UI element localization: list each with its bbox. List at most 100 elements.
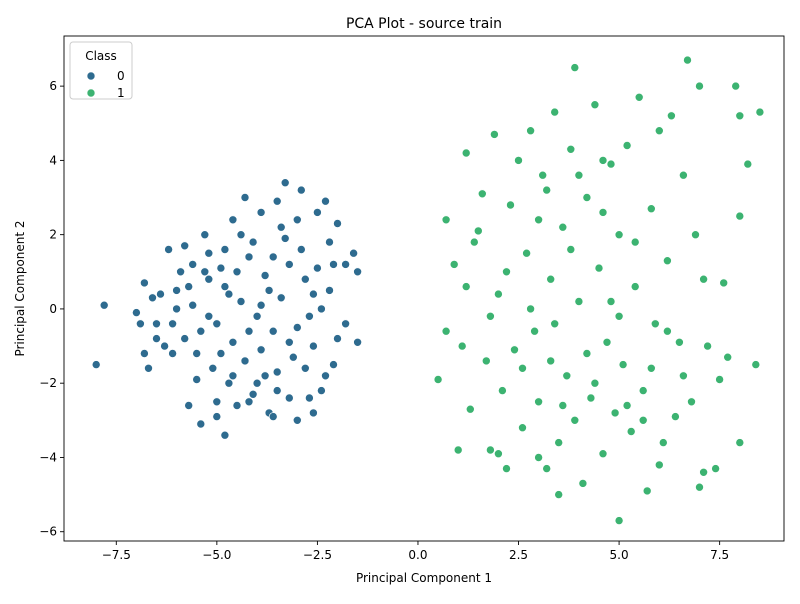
scatter-point-class-0 [212, 397, 222, 407]
scatter-point-class-1 [441, 215, 451, 225]
x-tick-label: 0.0 [408, 548, 427, 562]
scatter-point-class-1 [638, 415, 648, 425]
scatter-point-class-1 [675, 337, 684, 347]
scatter-point-class-1 [590, 378, 600, 388]
scatter-point-class-1 [735, 111, 745, 121]
scatter-point-class-1 [598, 156, 608, 165]
scatter-point-class-0 [204, 248, 214, 258]
plot-background [64, 36, 784, 541]
scatter-point-class-1 [735, 211, 745, 221]
scatter-point-class-1 [558, 401, 568, 410]
y-tick-label: 0 [49, 302, 57, 316]
scatter-point-class-1 [695, 81, 704, 91]
scatter-point-class-0 [164, 245, 173, 254]
scatter-point-class-0 [172, 304, 181, 314]
scatter-point-class-1 [534, 215, 543, 225]
scatter-point-class-0 [184, 282, 193, 291]
scatter-point-class-0 [260, 271, 270, 280]
scatter-point-class-0 [276, 293, 286, 303]
scatter-point-class-1 [622, 141, 632, 150]
scatter-point-class-0 [272, 196, 282, 206]
scatter-point-class-1 [598, 208, 608, 217]
scatter-point-class-1 [638, 386, 648, 395]
x-tick-label: −5.0 [202, 548, 231, 562]
scatter-point-class-1 [719, 278, 729, 288]
chart-title: PCA Plot - source train [346, 16, 502, 32]
scatter-point-class-1 [594, 263, 604, 273]
scatter-point-class-1 [502, 267, 511, 277]
scatter-point-class-0 [220, 430, 230, 440]
scatter-point-class-1 [461, 282, 471, 291]
scatter-point-class-1 [574, 170, 584, 180]
scatter-point-class-0 [168, 319, 177, 329]
scatter-point-class-0 [204, 311, 214, 321]
scatter-point-class-1 [606, 159, 616, 169]
scatter-point-class-1 [449, 260, 459, 269]
scatter-point-class-1 [453, 445, 463, 455]
scatter-point-class-1 [550, 319, 560, 329]
scatter-point-class-0 [228, 371, 238, 381]
scatter-point-class-1 [646, 363, 656, 373]
scatter-point-class-1 [711, 464, 720, 473]
scatter-point-class-1 [582, 193, 592, 202]
scatter-point-class-0 [176, 267, 185, 277]
scatter-point-class-1 [486, 311, 495, 321]
scatter-point-class-0 [212, 412, 222, 421]
scatter-point-class-1 [586, 393, 596, 403]
legend-marker-1 [86, 88, 96, 98]
scatter-point-class-1 [554, 438, 564, 447]
scatter-point-class-1 [642, 486, 652, 496]
scatter-point-class-0 [200, 267, 210, 277]
scatter-point-class-0 [288, 352, 298, 362]
scatter-point-class-0 [268, 252, 278, 262]
scatter-point-class-0 [252, 378, 262, 388]
scatter-point-class-0 [152, 319, 161, 329]
scatter-point-class-0 [188, 260, 197, 269]
scatter-point-class-1 [699, 467, 708, 477]
scatter-point-class-0 [220, 245, 230, 254]
scatter-point-class-0 [228, 215, 238, 225]
scatter-point-class-1 [715, 375, 724, 384]
scatter-point-class-0 [284, 260, 294, 269]
scatter-point-class-1 [614, 311, 624, 321]
scatter-point-class-1 [691, 230, 700, 239]
scatter-point-class-1 [654, 126, 664, 135]
scatter-point-class-0 [296, 245, 306, 254]
y-tick-label: 4 [49, 153, 57, 167]
scatter-point-class-0 [156, 289, 165, 299]
scatter-point-class-1 [514, 156, 523, 165]
scatter-point-class-1 [699, 274, 708, 284]
scatter-point-class-1 [650, 319, 660, 329]
scatter-point-class-0 [240, 193, 250, 202]
scatter-point-class-1 [663, 256, 672, 266]
scatter-point-class-0 [236, 297, 246, 306]
scatter-point-class-0 [192, 349, 201, 358]
scatter-point-class-0 [264, 286, 274, 295]
scatter-point-class-0 [272, 386, 282, 395]
scatter-point-class-1 [570, 415, 580, 425]
scatter-point-class-1 [598, 449, 608, 459]
scatter-point-class-1 [755, 107, 765, 117]
scatter-point-class-0 [244, 397, 254, 407]
scatter-point-class-0 [260, 371, 270, 381]
scatter-point-class-1 [473, 226, 483, 236]
scatter-point-class-1 [522, 248, 531, 258]
y-tick-label: −4 [39, 450, 57, 464]
y-tick-label: 6 [49, 79, 57, 93]
scatter-point-class-1 [538, 170, 548, 180]
scatter-point-class-1 [526, 304, 535, 314]
x-axis-label: Principal Component 1 [356, 571, 492, 585]
scatter-point-class-0 [300, 274, 310, 284]
scatter-point-class-0 [280, 178, 290, 187]
scatter-point-class-0 [196, 326, 206, 336]
scatter-point-class-0 [244, 252, 254, 262]
y-tick-label: −6 [39, 525, 57, 539]
plot-area [63, 35, 785, 542]
scatter-point-class-0 [300, 363, 310, 373]
scatter-point-class-1 [550, 107, 560, 117]
scatter-point-class-1 [502, 464, 511, 473]
scatter-point-class-0 [248, 237, 258, 247]
scatter-point-class-1 [687, 397, 696, 407]
scatter-point-class-0 [256, 300, 266, 310]
